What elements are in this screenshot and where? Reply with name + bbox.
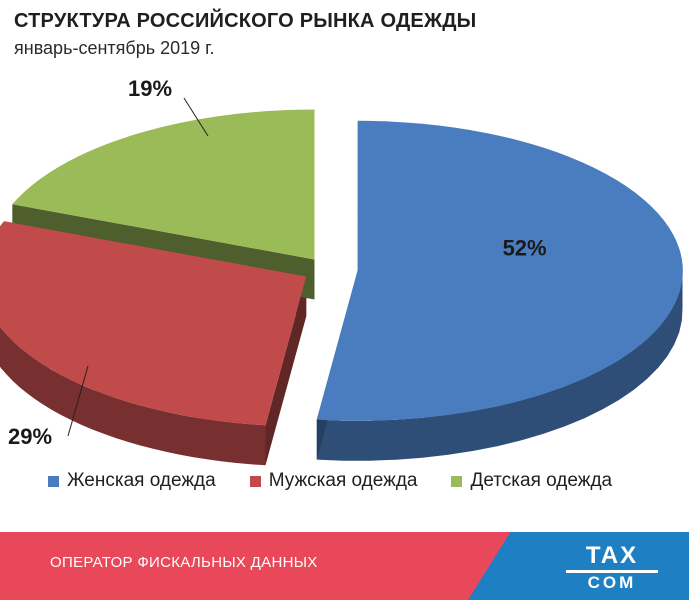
- logo-bottom-text: COM: [566, 570, 658, 592]
- chart-title: СТРУКТУРА РОССИЙСКОГО РЫНКА ОДЕЖДЫ: [14, 10, 477, 32]
- legend-swatch-men: [249, 475, 261, 487]
- legend-label-women: Женская одежда: [67, 470, 216, 491]
- pie-slice-1: [0, 221, 307, 426]
- legend-item-children: Детская одежда: [451, 470, 612, 492]
- legend-swatch-women: [48, 475, 59, 487]
- logo-top-text: TAX: [585, 542, 639, 569]
- footer-banner: ОПЕРАТОР ФИСКАЛЬНЫХ ДАННЫХ TAX COM: [0, 532, 689, 600]
- pie-slice-2: [12, 109, 315, 260]
- legend-label-men: Мужская одежда: [268, 470, 418, 491]
- pie-chart: 52% 29% 19%: [0, 76, 683, 466]
- legend: Женская одежда Мужская одежда Детская од…: [48, 470, 612, 492]
- pie-slice-side-1: [0, 326, 266, 466]
- pie-slice-0: [316, 120, 683, 421]
- legend-item-women: Женская одежда: [48, 470, 216, 492]
- data-label-1: 29%: [8, 424, 52, 449]
- leader-line-2: [183, 97, 209, 137]
- chart-subtitle: январь-сентябрь 2019 г.: [14, 38, 215, 58]
- legend-item-men: Мужская одежда: [249, 470, 418, 492]
- footer-caption: ОПЕРАТОР ФИСКАЛЬНЫХ ДАННЫХ: [50, 554, 318, 571]
- taxcom-logo[interactable]: TAX COM: [566, 542, 658, 592]
- pie-top-layer: [0, 109, 683, 426]
- pie-slice-cut-1-0: [265, 276, 307, 466]
- legend-swatch-children: [451, 475, 463, 487]
- legend-label-children: Детская одежда: [470, 470, 613, 491]
- data-label-2: 19%: [128, 76, 172, 101]
- pie-slice-side-0: [316, 268, 683, 461]
- leader-line-1: [67, 365, 89, 437]
- data-label-0: 52%: [503, 236, 547, 261]
